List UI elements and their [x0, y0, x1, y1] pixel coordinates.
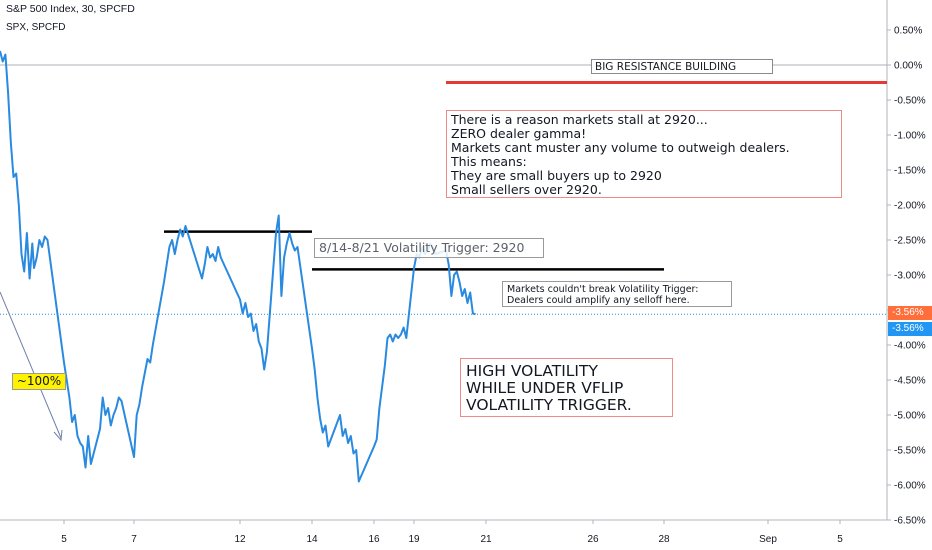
x-tick-label: 26 [587, 534, 599, 545]
couldnt-break-note[interactable]: Markets couldn't break Volatility Trigge… [502, 281, 732, 307]
price-series-line [0, 50, 476, 483]
y-tick-label: -2.50% [894, 236, 926, 247]
x-tick-label: 12 [234, 534, 246, 545]
chart-title: S&P 500 Index, 30, SPCFD [6, 3, 135, 15]
percent-badge[interactable]: ~100% [12, 373, 66, 390]
current-price-tag: -3.56% [888, 322, 932, 336]
resistance-label[interactable]: BIG RESISTANCE BUILDING [591, 59, 773, 74]
y-tick-label: 0.00% [894, 61, 922, 72]
y-tick-label: -2.00% [894, 201, 926, 212]
y-tick-label: -6.50% [894, 516, 926, 527]
x-tick-label: 14 [306, 534, 318, 545]
reason-note[interactable]: There is a reason markets stall at 2920.… [446, 110, 842, 198]
y-tick-label: -0.50% [894, 96, 926, 107]
x-tick-label: 7 [131, 534, 137, 545]
x-tick-label: 28 [658, 534, 670, 545]
y-tick-label: 0.50% [894, 26, 922, 37]
y-tick-label: -5.50% [894, 446, 926, 457]
y-tick-label: -1.00% [894, 131, 926, 142]
y-tick-label: -3.00% [894, 271, 926, 282]
y-tick-label: -6.00% [894, 481, 926, 492]
y-tick-label: -4.00% [894, 341, 926, 352]
annotation-arrow-line [0, 291, 62, 439]
y-tick-label: -1.50% [894, 166, 926, 177]
x-tick-label: Sep [759, 534, 777, 545]
last-price-tag: -3.56% [888, 306, 932, 320]
x-tick-label: 5 [837, 534, 843, 545]
x-tick-label: 5 [61, 534, 67, 545]
x-tick-label: 21 [480, 534, 492, 545]
annotation-arrow-head [53, 429, 63, 442]
x-tick-label: 16 [368, 534, 380, 545]
y-tick-label: -4.50% [894, 376, 926, 387]
chart-subtitle: SPX, SPCFD [6, 22, 66, 33]
x-tick-label: 19 [408, 534, 420, 545]
volatility-trigger-label[interactable]: 8/14-8/21 Volatility Trigger: 2920 [314, 238, 544, 258]
y-tick-label: -5.00% [894, 411, 926, 422]
high-volatility-note[interactable]: HIGH VOLATILITY WHILE UNDER VFLIP VOLATI… [460, 358, 673, 417]
